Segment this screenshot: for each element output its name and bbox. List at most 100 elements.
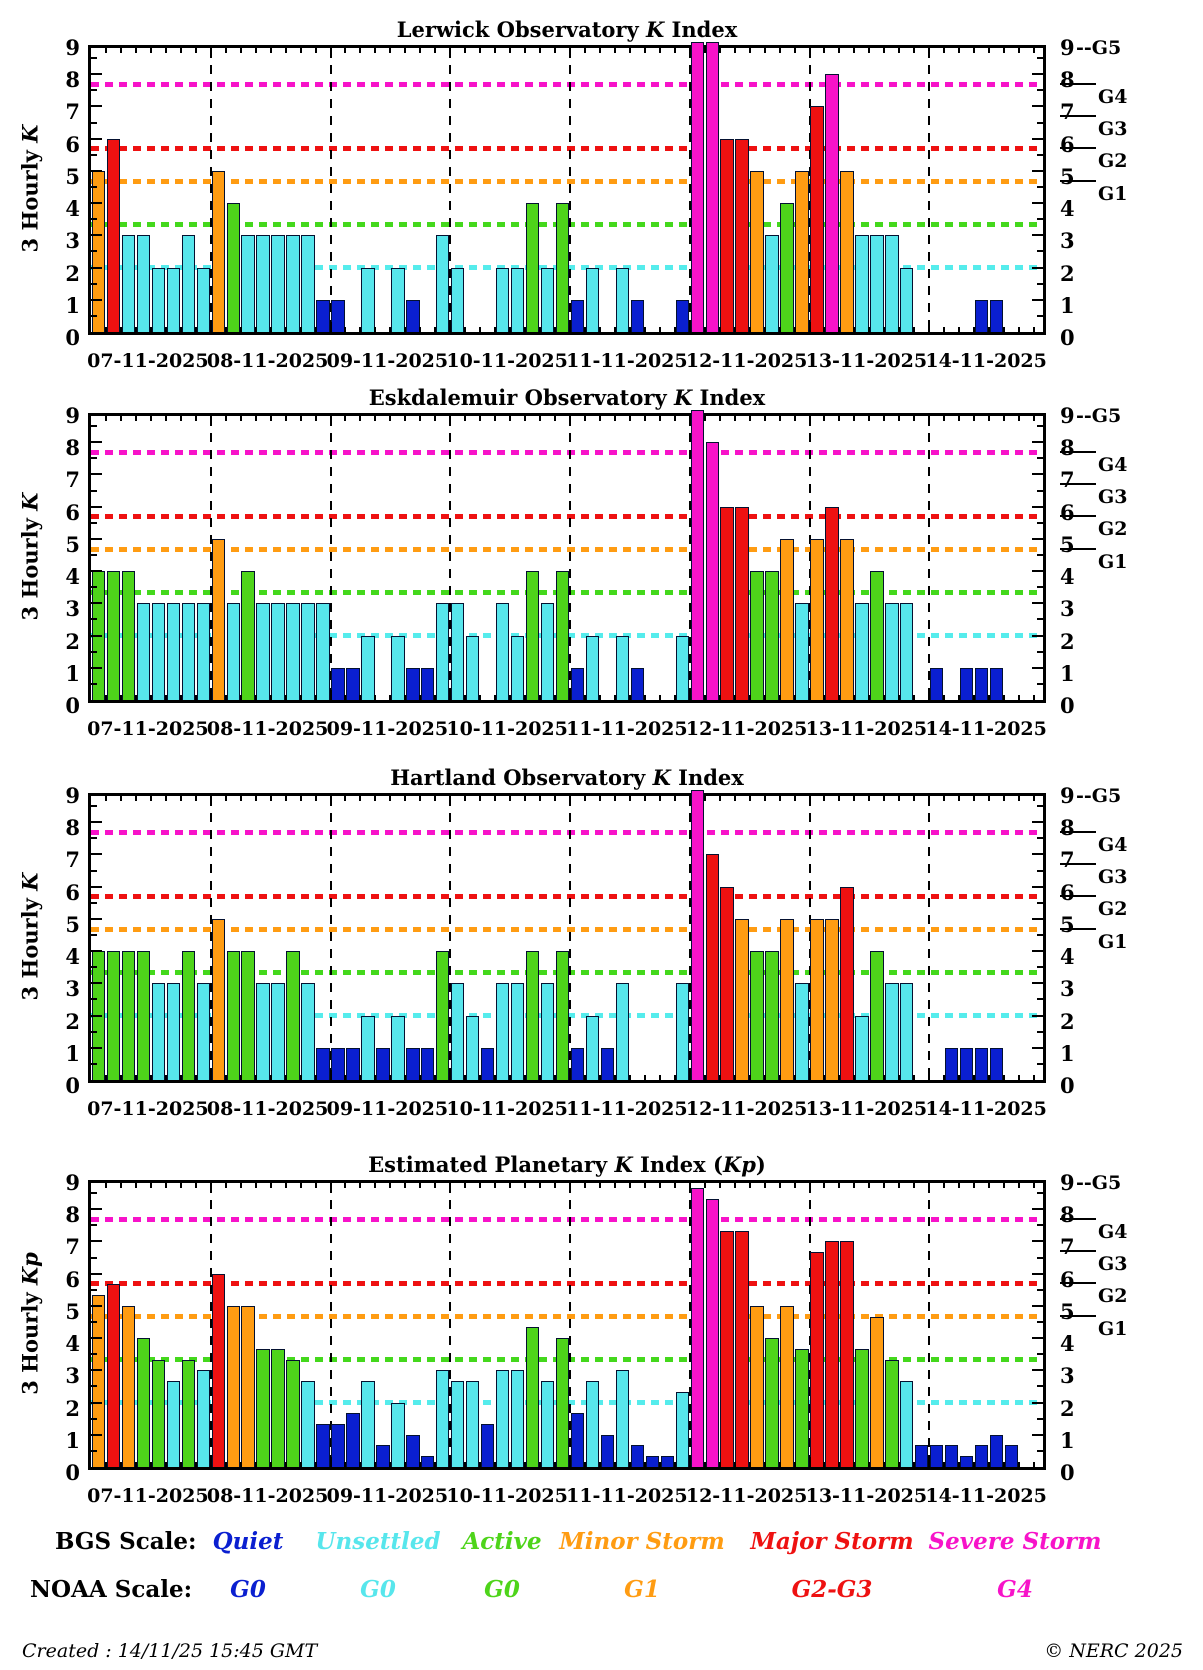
x-minor-tick [748,327,751,332]
x-minor-tick [703,48,706,53]
k-index-bar [825,918,839,1080]
day-boundary-line [808,796,811,1080]
x-minor-tick [733,796,736,801]
k-index-bar [735,1230,749,1467]
k-index-bar [211,918,225,1080]
k-index-bar [825,506,839,700]
x-minor-tick [464,416,467,421]
k-index-bar [974,1047,989,1080]
x-minor-tick [823,1183,826,1188]
x-minor-tick [434,327,437,332]
x-minor-tick [494,327,497,332]
x-minor-tick [1003,327,1006,332]
x-minor-tick [778,695,781,700]
x-minor-tick [419,416,422,421]
k-index-bar [256,603,270,700]
y-tick [1037,1256,1043,1259]
x-minor-tick [299,1183,302,1188]
x-minor-tick [883,796,886,801]
x-minor-tick [254,796,257,801]
x-minor-tick [823,327,826,332]
y-tick [1037,586,1043,589]
x-minor-tick [943,1075,946,1080]
x-minor-tick [524,416,527,421]
threshold-line-major [91,894,1043,900]
y-tick [1037,805,1043,808]
k-index-bar [406,667,420,700]
k-index-bar [795,1348,809,1467]
x-minor-tick [269,1462,272,1467]
k-index-bar [166,267,180,332]
g-scale-line [1060,830,1096,833]
x-minor-tick [464,796,467,801]
g-scale-line [1060,1217,1096,1220]
y-tick-label-left: 5 [65,531,80,557]
k-index-bar [705,442,719,700]
x-minor-tick [763,695,766,700]
x-minor-tick [434,416,437,421]
x-minor-tick [389,416,392,421]
x-minor-tick [389,1183,392,1188]
x-minor-tick [1018,48,1021,53]
y-tick-label-left: 7 [65,467,80,493]
x-date-label: 07-11-2025 [87,350,209,372]
x-major-tick [928,322,931,332]
x-minor-tick [479,1075,482,1080]
x-minor-tick [658,1075,661,1080]
k-index-bar [855,1348,869,1467]
g-scale-label: G3 [1098,118,1128,141]
k-index-bar [765,235,779,332]
x-minor-tick [718,1462,721,1467]
x-minor-tick [973,796,976,801]
x-minor-tick [194,1075,197,1080]
g-scale-label: --G5 [1076,1172,1122,1194]
y-tick-label-right: 2 [1060,628,1075,654]
x-minor-tick [988,1075,991,1080]
x-minor-tick [374,1462,377,1467]
x-minor-tick [628,796,631,801]
x-minor-tick [104,695,107,700]
k-index-bar [196,1370,210,1467]
y-tick [1032,105,1043,108]
y-tick-label-left: 7 [65,847,80,873]
x-minor-tick [494,796,497,801]
y-tick-label-left: 9 [65,1170,80,1195]
y-tick-label-left: 6 [65,499,80,525]
x-minor-tick [344,48,347,53]
x-date-label: 14-11-2025 [925,1485,1047,1507]
x-minor-tick [404,1075,407,1080]
x-minor-tick [509,695,512,700]
x-minor-tick [643,416,646,421]
y-tick [1032,1208,1043,1211]
x-major-tick [209,690,212,700]
x-minor-tick [793,1462,796,1467]
y-tick [91,1385,97,1388]
y-tick [1032,1337,1043,1340]
y-tick [1037,837,1043,840]
y-tick-label-right: 1 [1060,1040,1075,1066]
x-major-tick [808,690,811,700]
y-tick [91,1288,97,1291]
x-minor-tick [838,695,841,700]
x-major-tick [688,690,691,700]
k-index-bar [256,235,270,332]
y-tick [1032,885,1043,888]
day-boundary-line [569,1183,571,1467]
x-minor-tick [1018,1183,1021,1188]
threshold-line-severe [91,81,1043,87]
k-index-bar [690,410,704,700]
y-tick-label-right: 1 [1060,660,1075,686]
y-tick [1037,869,1043,872]
x-minor-tick [643,1075,646,1080]
day-boundary-line [329,1183,332,1467]
x-minor-tick [823,1462,826,1467]
x-minor-tick [748,695,751,700]
y-tick [91,1192,97,1195]
x-minor-tick [494,695,497,700]
x-minor-tick [838,796,841,801]
k-index-bar [570,667,585,700]
k-index-bar [540,1380,555,1467]
y-tick-label-left: 8 [65,1202,80,1228]
x-minor-tick [583,1075,586,1080]
